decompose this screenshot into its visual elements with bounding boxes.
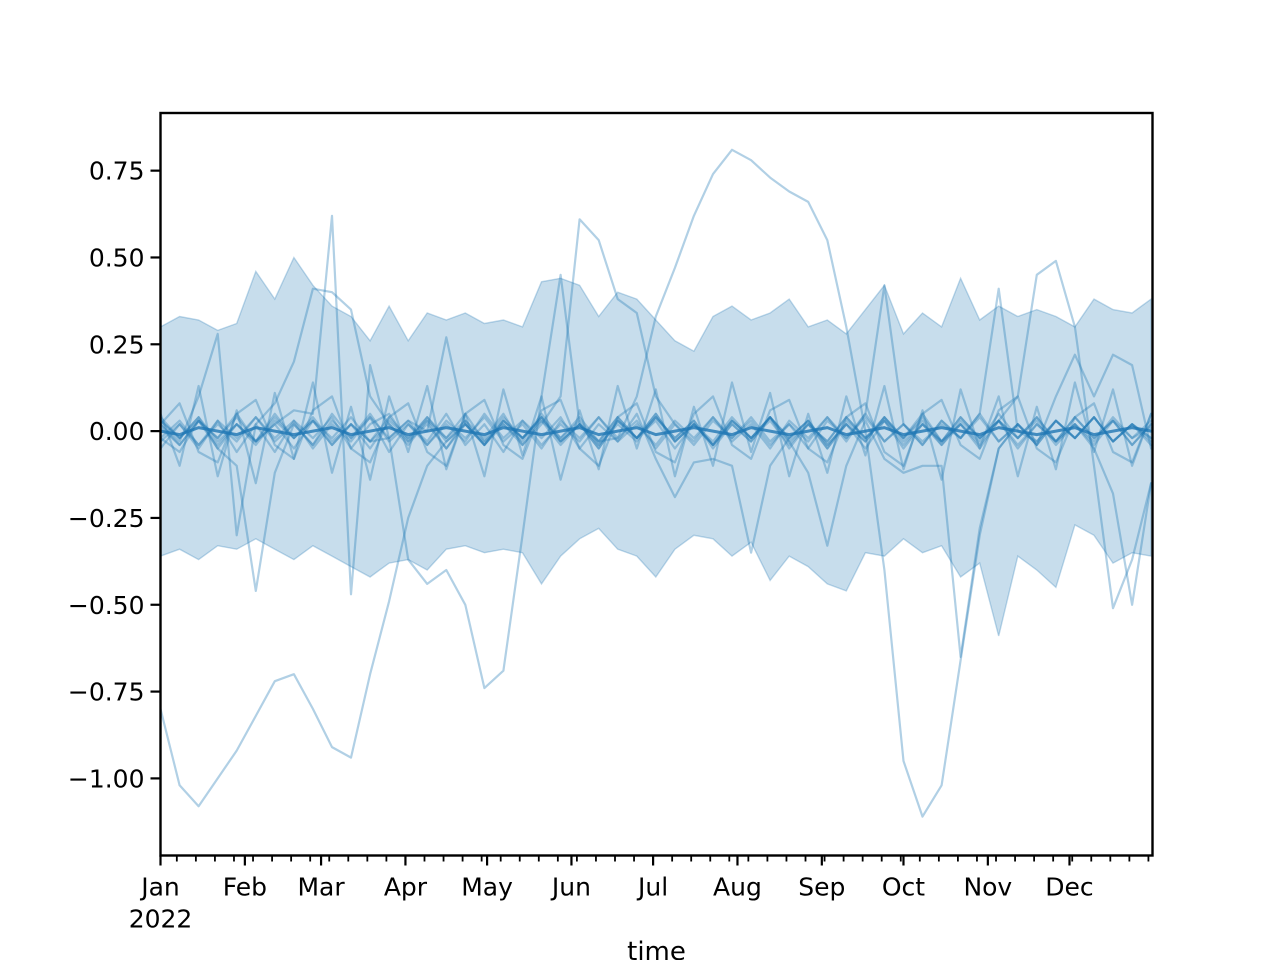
- x-tick-label-year: 2022: [129, 905, 193, 934]
- y-tick-label: 0.00: [89, 417, 145, 446]
- series-jun-peak: [160, 218, 1153, 537]
- axes-spines: [159, 111, 1154, 857]
- x-tick-label-month: Sep: [798, 873, 845, 902]
- y-tick-label: −0.50: [68, 591, 145, 620]
- confidence-band: [160, 256, 1152, 637]
- x-axis-label: time: [627, 937, 686, 960]
- x-tick-label-month: Mar: [297, 873, 345, 902]
- x-tick-label-month: Jul: [636, 873, 668, 902]
- y-tick-label: 0.25: [89, 330, 145, 359]
- y-tick-label: 0.50: [89, 243, 145, 272]
- series-mean-line: [160, 426, 1153, 437]
- x-tick-label-month: Aug: [713, 873, 762, 902]
- y-tick-label: 0.75: [89, 157, 145, 186]
- x-tick-label-month: Feb: [223, 873, 267, 902]
- x-tick-label-month: Apr: [384, 873, 428, 902]
- x-tick-label-month: May: [461, 873, 513, 902]
- x-tick-label-month: Oct: [882, 873, 925, 902]
- plot-area: [160, 148, 1153, 818]
- x-tick-label-month: Dec: [1045, 873, 1093, 902]
- series-mar-shelf: [160, 287, 1153, 454]
- x-tick-label-month: Jan: [139, 873, 180, 902]
- series-wave-texture: [160, 395, 1153, 467]
- y-tick-label: −0.25: [68, 504, 145, 533]
- series-oct-dip: [160, 416, 1153, 659]
- series-dec-wiggle: [160, 353, 1153, 450]
- x-tick-label-month: Nov: [963, 873, 1012, 902]
- series-feb-dip-aug-w-dec-dip: [160, 412, 1153, 606]
- x-tick-label-month: Jun: [550, 873, 591, 902]
- y-tick-label: −1.00: [68, 764, 145, 793]
- series-aug-arc-oct-crash: [160, 148, 1153, 818]
- y-tick-label: −0.75: [68, 678, 145, 707]
